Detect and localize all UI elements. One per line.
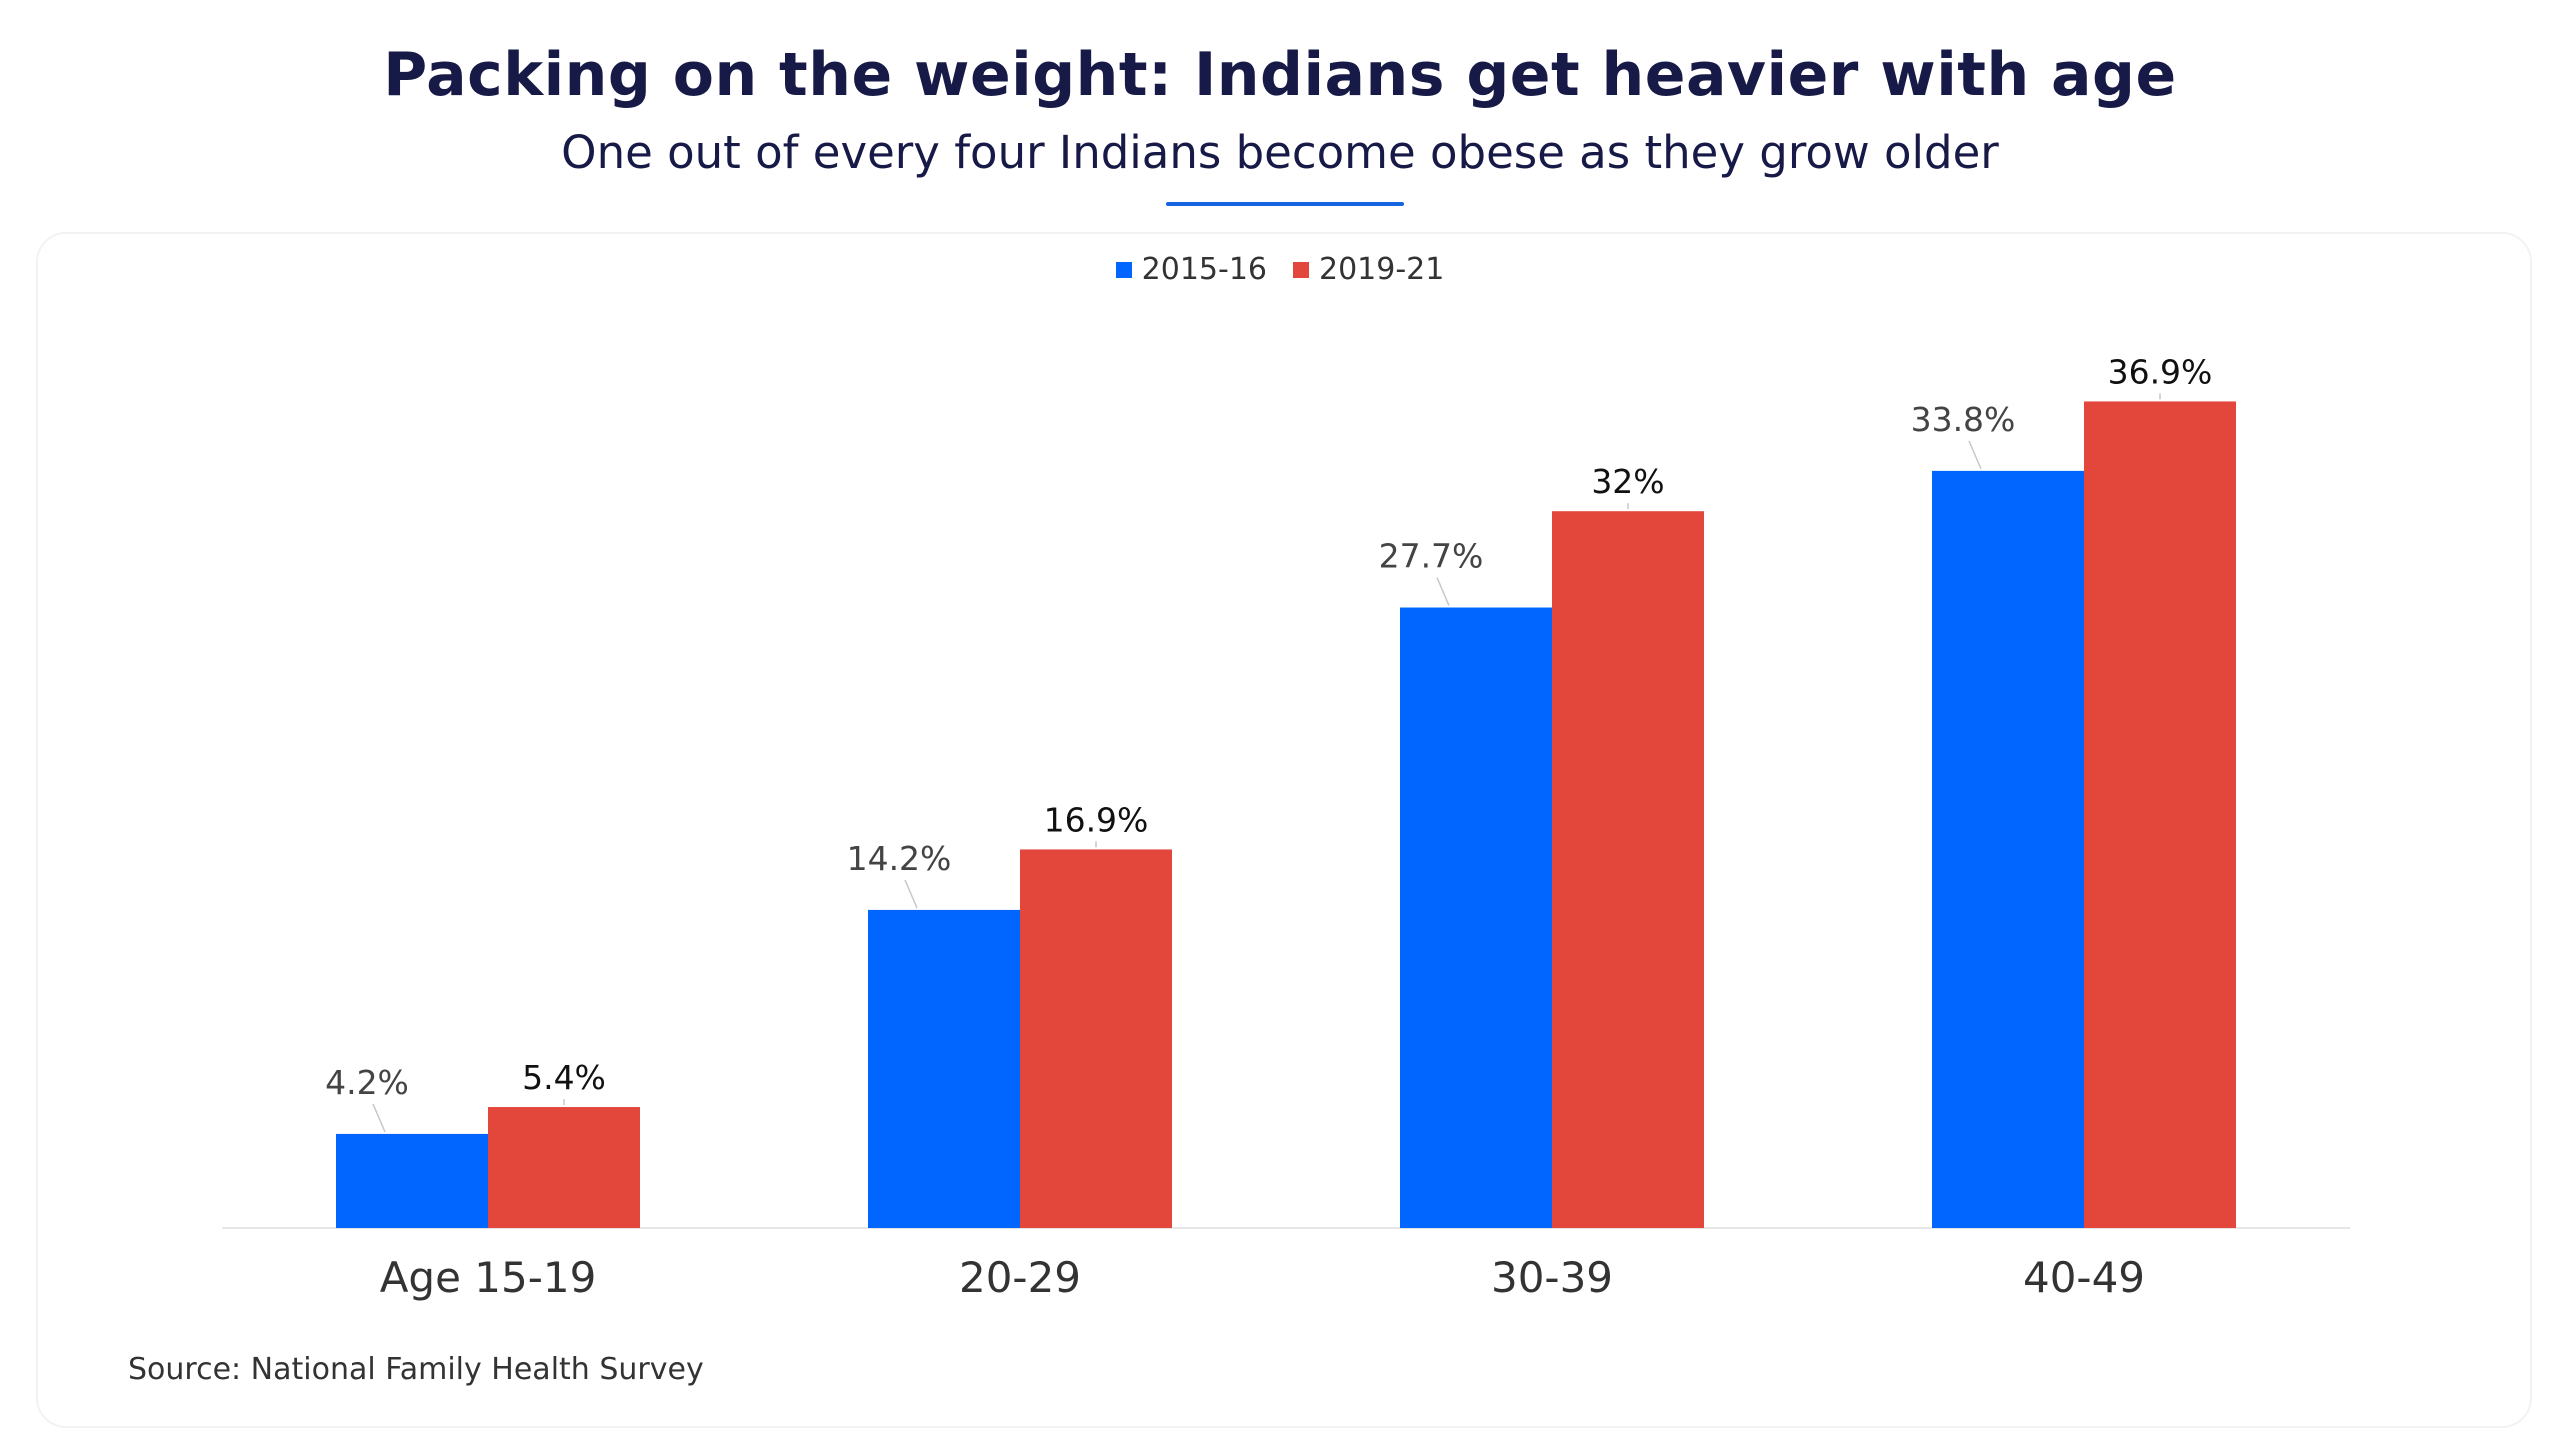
bar-2015-16-4 [1932,470,2084,1228]
data-label-leader-2015-16-2 [904,879,918,909]
bar-2015-16-3 [1400,607,1552,1228]
chart-title: Packing on the weight: Indians get heavi… [383,40,2177,110]
legend-swatch-2019-21 [1293,261,1309,278]
legend-label-2019-21: 2019-21 [1319,252,1445,287]
data-label-2015-16-4: 33.8% [1911,400,2016,439]
data-label-2019-21-2: 16.9% [1044,800,1149,839]
bar-2015-16-2 [868,909,1020,1228]
legend-swatch-2015-16 [1115,261,1132,278]
data-label-leader-2015-16-3 [1436,577,1450,606]
legend-item-2019-21: 2019-21 [1293,252,1444,287]
bar-2019-21-2 [1020,849,1172,1228]
bar-2019-21-1 [488,1107,640,1228]
x-tick-label-1: Age 15-19 [380,1253,597,1302]
data-label-2019-21-1: 5.4% [522,1058,606,1097]
chart-subtitle: One out of every four Indians become obe… [561,126,1999,179]
data-label-2015-16-3: 27.7% [1379,537,1484,576]
legend-item-2015-16: 2015-16 [1115,252,1267,287]
bar-2015-16-1 [336,1133,488,1228]
data-label-2015-16-1: 4.2% [325,1063,409,1102]
chart-legend: 2015-16 2019-21 [0,252,2560,287]
x-tick-label-2: 20-29 [959,1253,1081,1302]
data-label-leader-2015-16-1 [372,1103,386,1133]
bar-2019-21-4 [2084,401,2236,1228]
data-label-2019-21-4: 36.9% [2108,352,2213,391]
data-label-2015-16-2: 14.2% [847,839,952,878]
title-underline [1166,202,1404,206]
source-note: Source: National Family Health Survey [128,1352,704,1387]
data-label-2019-21-3: 32% [1591,462,1664,501]
legend-label-2015-16: 2015-16 [1141,252,1267,287]
bar-2019-21-3 [1552,511,1704,1228]
x-tick-label-4: 40-49 [2023,1253,2145,1302]
x-tick-label-3: 30-39 [1491,1253,1613,1302]
data-label-leader-2015-16-4 [1968,440,1982,470]
